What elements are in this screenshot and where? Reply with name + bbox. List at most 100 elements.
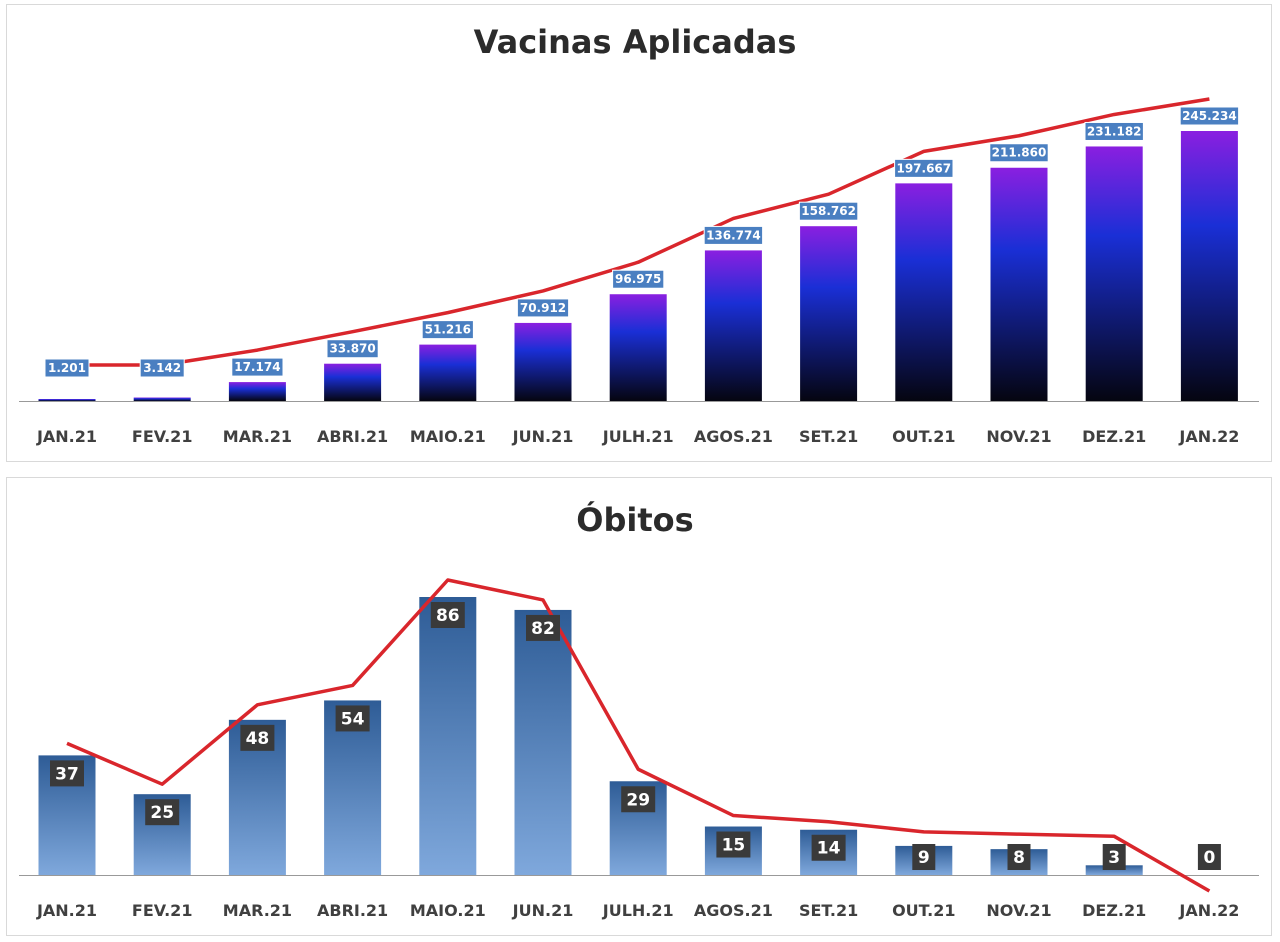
data-label: 245.234 xyxy=(1182,109,1237,123)
data-label-box xyxy=(811,834,846,861)
x-tick-label: JAN.22 xyxy=(1178,427,1239,446)
bar-maio-21 xyxy=(419,344,477,401)
data-label: 136.774 xyxy=(706,228,761,242)
bar-jun-21 xyxy=(514,609,572,875)
data-label-box xyxy=(621,786,656,813)
x-tick-label: JAN.21 xyxy=(36,901,97,920)
data-label-box xyxy=(139,358,185,378)
data-label: 82 xyxy=(531,619,555,639)
data-label: 8 xyxy=(1013,848,1025,868)
data-label: 1.201 xyxy=(48,361,86,375)
x-tick-label: JAN.21 xyxy=(36,427,97,446)
x-tick-label: JUN.21 xyxy=(512,901,574,920)
data-label: 15 xyxy=(722,836,746,856)
bar-dez-21 xyxy=(1085,146,1143,401)
vaccines-chart: Vacinas Aplicadas JAN.21 FEV.21 MAR.21 ABRI.… xyxy=(19,23,1259,446)
data-label: 70.912 xyxy=(520,301,566,315)
x-tick-label: JAN.22 xyxy=(1178,901,1239,920)
data-label-box xyxy=(335,705,370,732)
x-tick-label: AGOS.21 xyxy=(694,901,773,920)
bar-out-21 xyxy=(895,183,953,401)
data-label-box xyxy=(989,143,1049,163)
data-label: 197.667 xyxy=(896,161,951,175)
data-label: 33.870 xyxy=(329,342,375,356)
deaths-chart-panel: Óbitos JAN.21 FEV.21 MAR.21 ABRI.21 MAIO.21 JU… xyxy=(6,477,1272,936)
bar-jun-21 xyxy=(514,322,572,401)
data-label-box xyxy=(421,320,474,340)
x-tick-label: DEZ.21 xyxy=(1082,901,1146,920)
data-label: 158.762 xyxy=(801,204,856,218)
data-label-box xyxy=(44,358,90,378)
data-label: 37 xyxy=(55,764,79,784)
x-tick-label: OUT.21 xyxy=(892,901,955,920)
x-tick-label: MAIO.21 xyxy=(410,901,486,920)
x-tick-label: FEV.21 xyxy=(132,427,193,446)
data-label: 29 xyxy=(626,790,650,810)
data-label: 96.975 xyxy=(615,272,661,286)
data-label: 54 xyxy=(341,709,365,729)
x-tick-label: ABRI.21 xyxy=(317,427,388,446)
x-tick-label: MAR.21 xyxy=(223,427,292,446)
bar-maio-21 xyxy=(419,597,477,875)
bar-jan-22 xyxy=(1180,131,1238,401)
data-label-box xyxy=(1084,121,1144,141)
x-tick-label: ABRI.21 xyxy=(317,901,388,920)
data-label-box xyxy=(50,760,84,787)
x-tick-label: JULH.21 xyxy=(602,901,674,920)
data-label-box xyxy=(1102,844,1126,870)
chart-title: Vacinas Aplicadas xyxy=(474,23,797,61)
vaccines-chart-panel: Vacinas Aplicadas JAN.21 FEV.21 MAR.21 ABRI.… xyxy=(6,4,1272,462)
x-tick-label: NOV.21 xyxy=(986,901,1051,920)
data-label: 17.174 xyxy=(234,360,280,374)
data-label: 211.860 xyxy=(992,146,1047,160)
bar-nov-21 xyxy=(990,167,1048,401)
bar-mar-21 xyxy=(228,382,286,401)
x-tick-label: DEZ.21 xyxy=(1082,427,1146,446)
x-tick-label: FEV.21 xyxy=(132,901,193,920)
data-label-box xyxy=(145,799,180,826)
data-label-box xyxy=(1197,844,1221,870)
data-label-box xyxy=(798,201,859,221)
data-label-box xyxy=(240,724,275,751)
bar-dez-21 xyxy=(1085,865,1143,875)
data-label-box xyxy=(1179,106,1240,126)
data-label-box xyxy=(430,602,465,628)
data-label: 25 xyxy=(150,803,174,823)
data-label-box xyxy=(912,844,936,870)
x-tick-label: NOV.21 xyxy=(986,427,1051,446)
x-tick-label: OUT.21 xyxy=(892,427,955,446)
bar-jan-21 xyxy=(38,399,96,401)
deaths-chart: Óbitos JAN.21 FEV.21 MAR.21 ABRI.21 MAIO.21 JU… xyxy=(19,500,1259,920)
trend-line xyxy=(67,97,1210,367)
trend-line xyxy=(66,578,1211,893)
data-label: 9 xyxy=(918,848,930,868)
data-label: 3 xyxy=(1108,848,1120,868)
x-tick-label: SET.21 xyxy=(799,427,858,446)
x-tick-label: MAR.21 xyxy=(223,901,292,920)
data-label-box xyxy=(703,225,764,245)
x-tick-label: JUN.21 xyxy=(512,427,574,446)
data-label-box xyxy=(526,614,560,641)
bar-agos-21 xyxy=(704,250,762,401)
data-label-box xyxy=(516,298,570,318)
bar-fev-21 xyxy=(133,397,191,401)
x-tick-label: MAIO.21 xyxy=(410,427,486,446)
data-label: 231.182 xyxy=(1087,124,1142,138)
data-label: 14 xyxy=(817,839,841,859)
data-label-box xyxy=(326,339,379,359)
data-label-box xyxy=(231,357,284,377)
bar-julh-21 xyxy=(609,294,667,401)
x-tick-label: SET.21 xyxy=(799,901,858,920)
data-label: 86 xyxy=(436,606,460,626)
data-label-box xyxy=(1007,844,1031,870)
data-label: 48 xyxy=(246,729,270,749)
data-label-box xyxy=(612,269,665,289)
bar-set-21 xyxy=(800,226,858,401)
chart-title: Óbitos xyxy=(576,500,693,539)
data-label: 3.142 xyxy=(143,361,181,375)
data-label: 51.216 xyxy=(425,323,471,337)
x-tick-label: AGOS.21 xyxy=(694,427,773,446)
x-tick-label: JULH.21 xyxy=(602,427,674,446)
bar-abri-21 xyxy=(324,363,382,401)
data-label: 0 xyxy=(1203,848,1215,868)
